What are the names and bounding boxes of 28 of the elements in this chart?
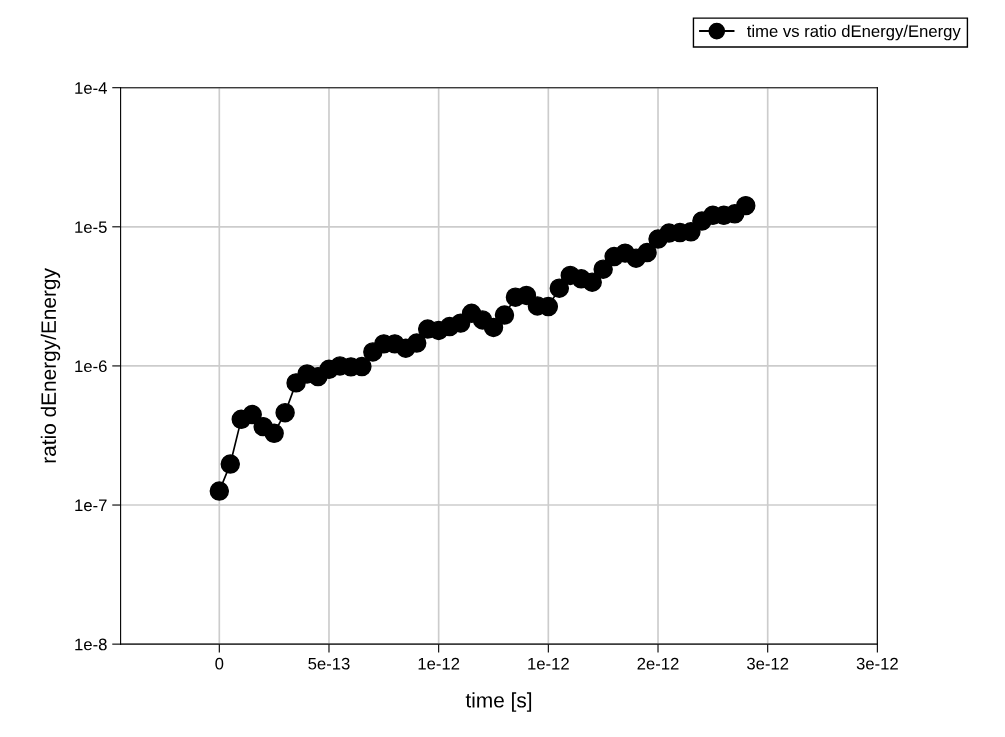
x-tick-label: 5e-13 bbox=[308, 657, 350, 670]
point bbox=[242, 404, 262, 425]
point bbox=[637, 242, 657, 263]
point bbox=[209, 481, 230, 501]
y-tick-label: 1e-4 bbox=[75, 82, 107, 94]
x-tick-label: 3e-12 bbox=[747, 657, 789, 670]
point bbox=[220, 454, 240, 474]
x-tick-label: 1e-12 bbox=[528, 657, 569, 670]
y-axis-title: ratio dEnergy/Energy bbox=[40, 268, 61, 463]
x-tick-label: 2e-12 bbox=[637, 657, 679, 670]
x-tick-label: 3e-12 bbox=[856, 657, 898, 670]
x-tick-label: 0 bbox=[215, 657, 224, 670]
x-tick-label: 1e-12 bbox=[418, 657, 460, 670]
point bbox=[275, 402, 295, 423]
point bbox=[264, 423, 284, 443]
point bbox=[736, 195, 756, 216]
point bbox=[483, 317, 504, 338]
legend-label: time vs ratio dEnergy/Energy bbox=[747, 24, 961, 41]
point bbox=[582, 272, 602, 292]
point bbox=[494, 305, 515, 325]
x-axis-title: time [s] bbox=[465, 692, 532, 712]
y-tick-label: 1e-8 bbox=[75, 638, 107, 651]
y-tick-label: 1e-5 bbox=[75, 221, 107, 234]
y-tick-label: 1e-6 bbox=[75, 360, 107, 373]
point bbox=[549, 278, 570, 298]
point bbox=[407, 333, 427, 353]
point bbox=[593, 259, 613, 279]
y-tick-label: 1e-7 bbox=[75, 499, 107, 512]
